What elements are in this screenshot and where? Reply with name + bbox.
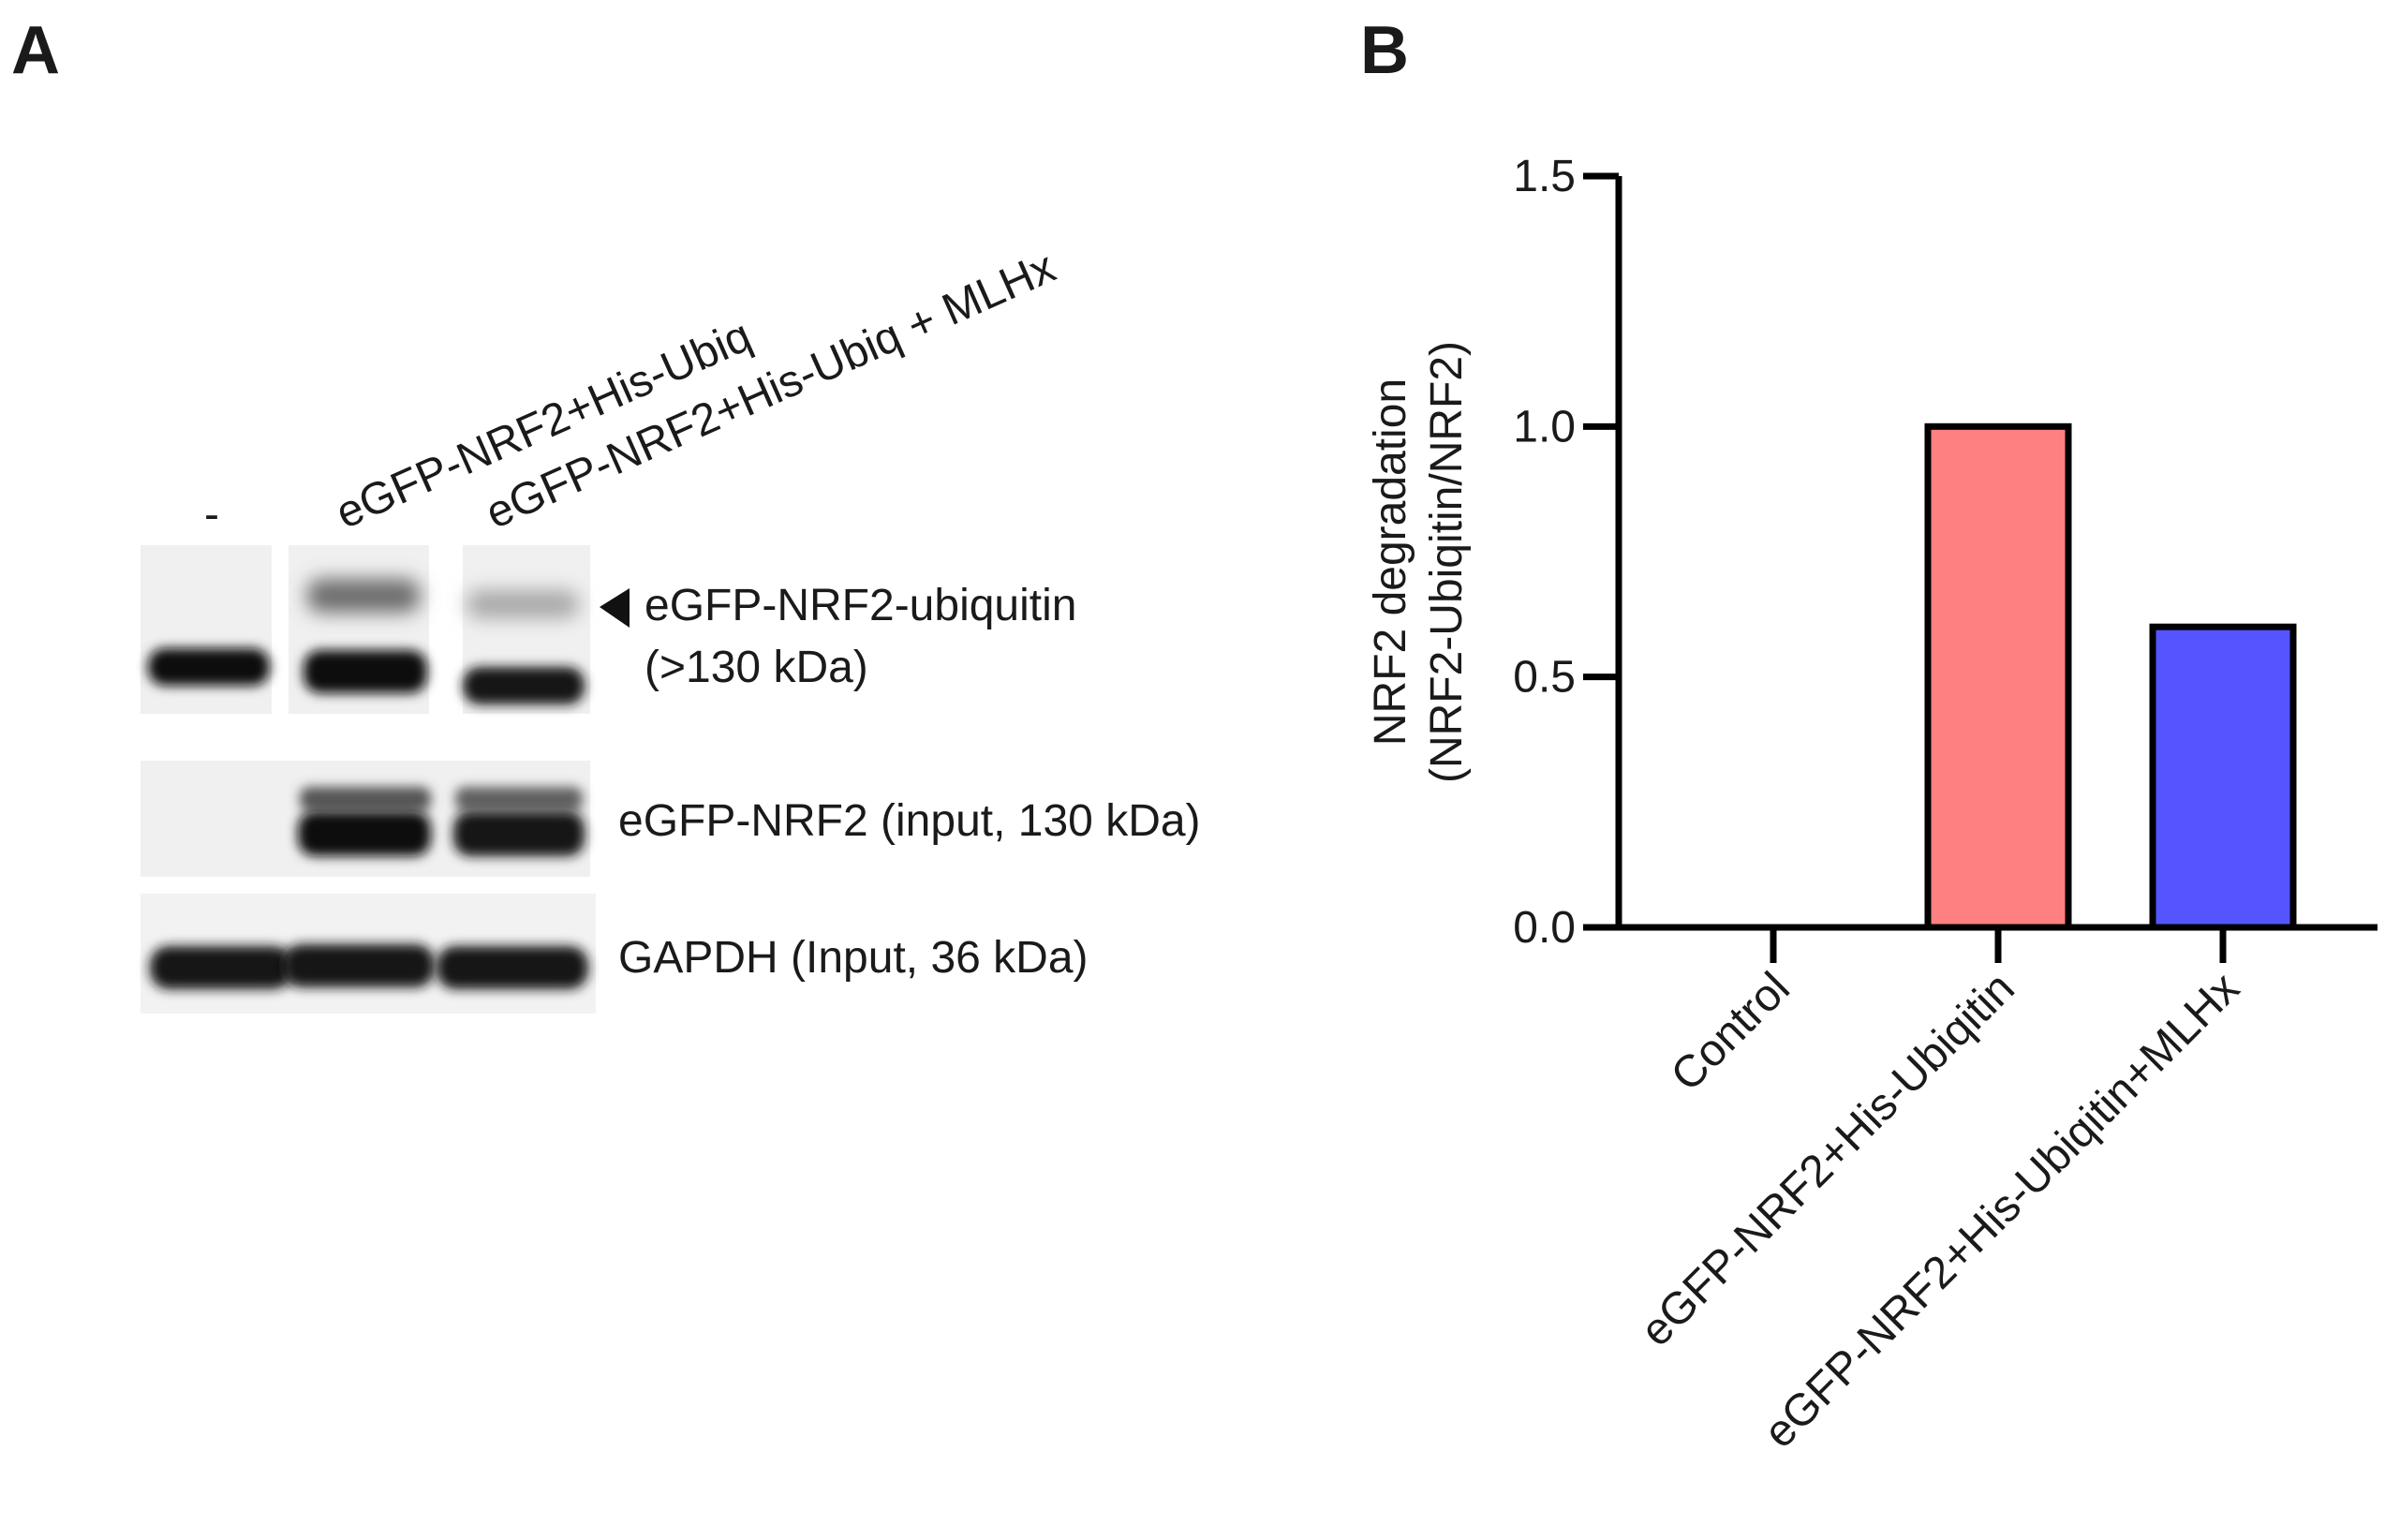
lane-gap [272, 545, 289, 714]
blot-band [283, 944, 435, 987]
y-tick-label: 0.0 [1513, 903, 1576, 953]
y-tick-label: 0.5 [1513, 653, 1576, 703]
panel-a-letter: A [11, 13, 60, 88]
blot-strip-gapdh [141, 894, 596, 1014]
band-label-gapdh: GAPDH (Input, 36 kDa) [618, 933, 1089, 983]
blot-band [437, 946, 588, 989]
blot-band [304, 650, 427, 693]
blot-strip-input [141, 761, 590, 877]
ubiquitin-smear-band [467, 590, 579, 618]
band-label-ubiquitin: eGFP-NRF2-ubiquitin [644, 581, 1076, 630]
ubiquitin-smear-band [307, 579, 420, 613]
blot-band [455, 787, 583, 811]
bar [1924, 422, 2072, 931]
blot-band [300, 787, 431, 811]
blot-band [148, 648, 270, 686]
x-tick-label: Control [1662, 963, 1800, 1101]
lane-gap [429, 545, 463, 714]
blot-band [463, 667, 585, 704]
blot-band [150, 946, 292, 989]
y-axis-title-line2: (NRF2-Ubiqitin/NRF2) [1422, 341, 1472, 783]
panel-a: A - eGFP-NRF2+His-Ubiq eGFP-NRF2+His-Ubi… [11, 13, 1201, 1014]
x-tick-label: eGFP-NRF2+His-Ubiqitin+MLHx [1755, 963, 2249, 1458]
lane-label-control: - [204, 490, 219, 540]
y-tick-label: 1.5 [1513, 152, 1576, 201]
band-label-ubiquitin-size: (>130 kDa) [644, 643, 868, 692]
blot-band [298, 811, 431, 856]
band-label-input: eGFP-NRF2 (input, 130 kDa) [618, 796, 1201, 846]
y-axis-title-line1: NRF2 degradation [1366, 378, 1415, 746]
blot-strip-ubiquitin [141, 545, 590, 714]
bar [2149, 623, 2297, 931]
x-tick-label: eGFP-NRF2+His-Ubiqitin [1631, 963, 2023, 1355]
panel-b-letter: B [1360, 13, 1409, 88]
y-tick-label: 1.0 [1513, 402, 1576, 452]
bar-chart: ControleGFP-NRF2+His-UbiqitineGFP-NRF2+H… [1513, 152, 2378, 1458]
panel-b: B NRF2 degradation (NRF2-Ubiqitin/NRF2) … [1360, 13, 2378, 1458]
blot-band [453, 811, 585, 856]
left-pointing-triangle-icon [600, 588, 630, 628]
